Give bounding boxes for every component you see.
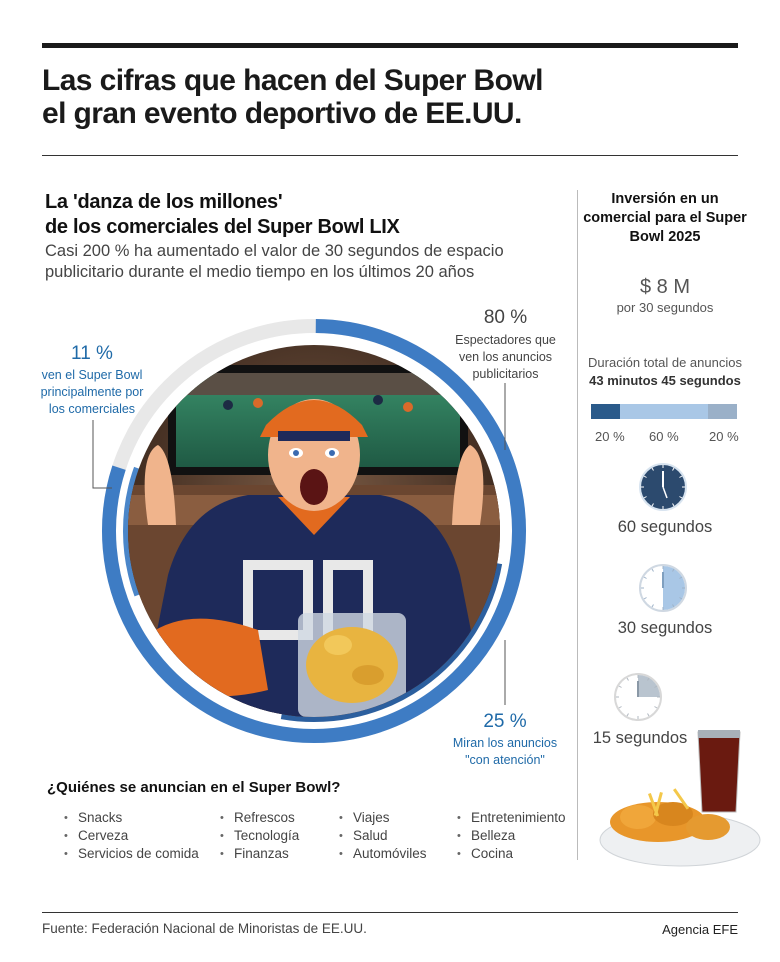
clock-tick [643, 475, 647, 478]
list-item: Servicios de comida [64, 845, 199, 863]
clock-tick [679, 496, 683, 499]
annotation-11-text: ven el Super Bowl principalmente por los… [40, 368, 144, 416]
clock-tick [651, 503, 654, 507]
list-item: Refrescos [220, 809, 299, 827]
clock-tick [618, 706, 622, 709]
column-divider [577, 190, 578, 860]
fan-illustration [128, 345, 500, 717]
clock-tick [672, 568, 675, 572]
footer-rule [42, 912, 738, 913]
clock-60-icon [639, 463, 687, 511]
clock-tick [651, 568, 654, 572]
duration-block: Duración total de anuncios 43 minutos 45… [580, 354, 750, 390]
list-item: Tecnología [220, 827, 299, 845]
clock-tick [679, 475, 683, 478]
clock-60-label: 60 segundos [617, 518, 713, 536]
annotation-80-text: Espectadores que ven los anuncios public… [455, 333, 556, 381]
chart-subtitle-line-1: La 'danza de los millones' [45, 191, 283, 213]
clock-tick [626, 677, 629, 681]
chart-subtitle: La 'danza de los millones' de los comerc… [45, 190, 400, 240]
annotation-25: 25 % Miran los anuncios "con atención" [450, 711, 560, 769]
list-item: Finanzas [220, 845, 299, 863]
duration-value: 43 minutos 45 segundos [589, 373, 741, 388]
list-item: Viajes [339, 809, 427, 827]
annotation-25-value: 25 % [483, 711, 527, 732]
investment-per: por 30 segundos [616, 300, 714, 315]
page-title-line-2: el gran evento deportivo de EE.UU. [42, 97, 522, 130]
advertisers-title: ¿Quiénes se anuncian en el Super Bowl? [47, 779, 341, 796]
clock-tick [654, 685, 658, 688]
clock-tick [618, 685, 622, 688]
annotation-25-text: Miran los anuncios "con atención" [452, 736, 558, 767]
clock-tick [651, 604, 654, 608]
clock-30-icon [639, 564, 687, 612]
list-item: Entretenimiento [457, 809, 566, 827]
annotation-80-value: 80 % [483, 307, 528, 328]
chart-subtitle-line-2: de los comerciales del Super Bowl LIX [45, 216, 400, 238]
clock-tick [679, 576, 683, 579]
title-rule [42, 155, 738, 156]
leader-11 [92, 420, 112, 489]
advertisers-col-1: Snacks Cerveza Servicios de comida [64, 809, 199, 863]
clock-30-label: 30 segundos [617, 619, 713, 637]
investment-title: Inversión en un comercial para el Super … [583, 191, 747, 245]
page-title: Las cifras que hacen del Super Bowl el g… [42, 64, 702, 130]
duration-segment-3 [708, 404, 737, 419]
clock-15-icon [614, 673, 662, 721]
annotation-11: 11 % ven el Super Bowl principalmente po… [36, 343, 148, 418]
page-title-line-1: Las cifras que hacen del Super Bowl [42, 64, 543, 97]
source-text: Fuente: Federación Nacional de Minorista… [42, 921, 367, 936]
clock-tick [651, 467, 654, 471]
duration-segment-1 [591, 404, 620, 419]
list-item: Salud [339, 827, 427, 845]
agency-text: Agencia EFE [662, 922, 738, 937]
annotation-80: 80 % Espectadores que ven los anuncios p… [448, 307, 563, 383]
chart-description: Casi 200 % ha aumentado el valor de 30 s… [45, 242, 504, 281]
duration-segment-2-label: 60 % [649, 429, 679, 444]
advertisers-col-3: Viajes Salud Automóviles [339, 809, 427, 863]
clock-tick [679, 597, 683, 600]
clock-tick [643, 496, 647, 499]
list-item: Automóviles [339, 845, 427, 863]
list-item: Snacks [64, 809, 199, 827]
advertisers-col-2: Refrescos Tecnología Finanzas [220, 809, 299, 863]
donut-arc-80 [102, 319, 526, 743]
annotation-11-value: 11 % [71, 343, 113, 364]
duration-label: Duración total de anuncios [588, 355, 742, 370]
advertisers-col-4: Entretenimiento Belleza Cocina [457, 809, 566, 863]
duration-segment-3-label: 20 % [709, 429, 739, 444]
top-rule [42, 43, 738, 48]
duration-segment-2 [620, 404, 708, 419]
clock-15-label: 15 segundos [592, 729, 688, 747]
list-item: Belleza [457, 827, 566, 845]
clock-tick [647, 713, 650, 717]
duration-segment-1-label: 20 % [595, 429, 625, 444]
clock-tick [672, 503, 675, 507]
clock-tick [672, 467, 675, 471]
clock-tick [643, 576, 647, 579]
clock-tick [647, 677, 650, 681]
clock-tick [626, 713, 629, 717]
food-illustration [599, 730, 761, 867]
fan-photo [128, 345, 500, 717]
clock-tick [654, 706, 658, 709]
list-item: Cerveza [64, 827, 199, 845]
clock-tick [672, 604, 675, 608]
list-item: Cocina [457, 845, 566, 863]
investment-price: $ 8 M [639, 276, 691, 298]
clock-tick [643, 597, 647, 600]
